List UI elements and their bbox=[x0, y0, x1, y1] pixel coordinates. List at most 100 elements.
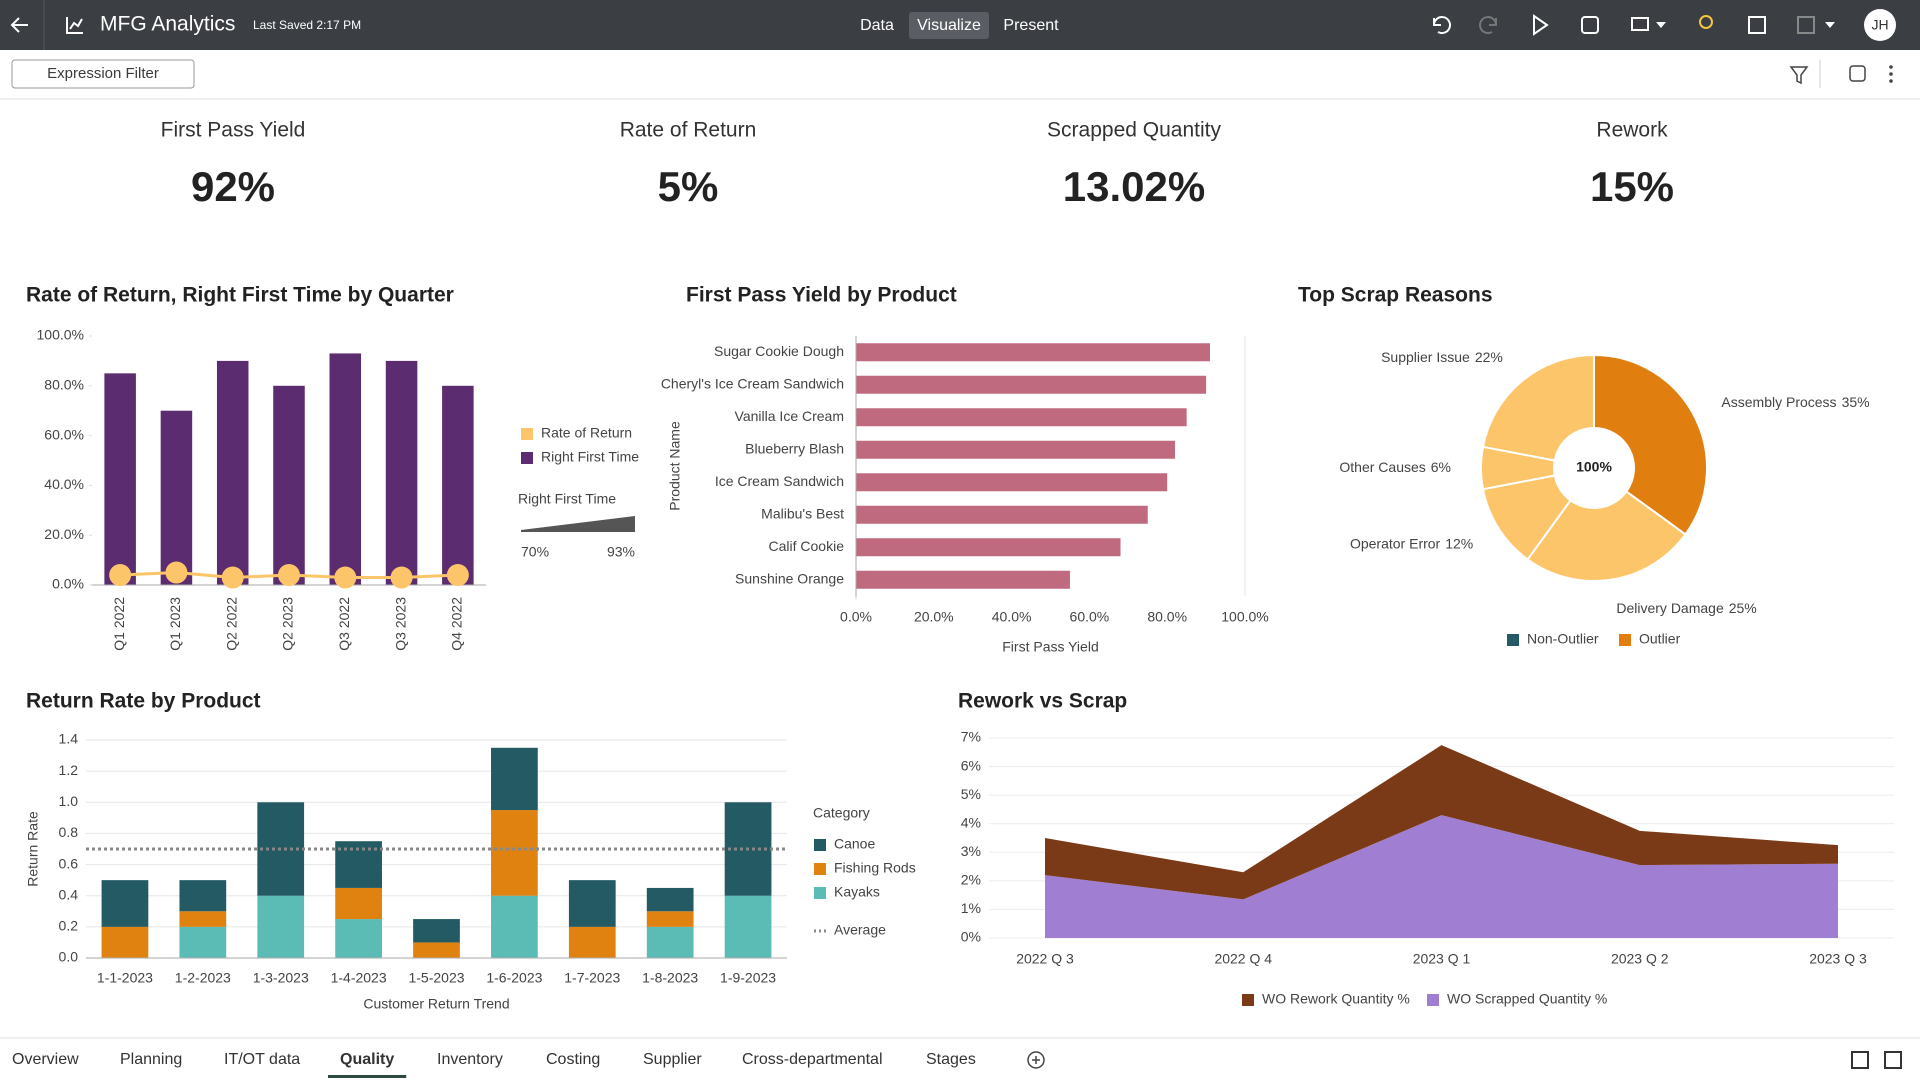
mode-tab[interactable]: Present bbox=[1003, 17, 1059, 34]
filter-icon[interactable] bbox=[1789, 66, 1809, 85]
expression-filter-button[interactable] bbox=[11, 59, 195, 89]
x-tick-label: 2023 Q 1 bbox=[1413, 951, 1471, 967]
bar bbox=[216, 360, 249, 585]
x-axis-title: Customer Return Trend bbox=[363, 996, 509, 1012]
bar-segment bbox=[646, 887, 694, 912]
mode-tab[interactable]: Data bbox=[860, 17, 894, 34]
area bbox=[1045, 815, 1838, 938]
slice-label: Operator Error 12% bbox=[1350, 535, 1473, 551]
legend-label: WO Scrapped Quantity % bbox=[1447, 991, 1607, 1007]
bar bbox=[442, 385, 474, 585]
export-button[interactable] bbox=[1748, 16, 1766, 34]
bar-segment bbox=[179, 911, 227, 927]
y-tick-label: 2% bbox=[961, 872, 981, 888]
kpi-value: 15% bbox=[1590, 163, 1674, 210]
y-tick-label: 0.4 bbox=[59, 886, 79, 902]
slice-value: 35% bbox=[1842, 394, 1870, 410]
x-tick-label: Q4 2022 bbox=[449, 597, 465, 651]
dropdown[interactable] bbox=[1825, 22, 1835, 28]
active-tab-underline bbox=[328, 1075, 407, 1078]
y-tick-label: Vanilla Ice Cream bbox=[735, 408, 844, 424]
slice-category: Operator Error bbox=[1350, 535, 1441, 551]
bar-segment bbox=[257, 895, 305, 958]
area bbox=[1045, 745, 1838, 900]
y-tick-label: Blueberry Blash bbox=[745, 440, 844, 456]
more-menu[interactable] bbox=[1889, 65, 1893, 83]
legend-label: WO Rework Quantity % bbox=[1262, 991, 1410, 1007]
dropdown[interactable] bbox=[1656, 22, 1666, 28]
sheet-tab[interactable]: Stages bbox=[926, 1051, 976, 1068]
sheet-tab[interactable]: Planning bbox=[120, 1051, 182, 1068]
slice-category: Delivery Damage bbox=[1616, 600, 1724, 616]
y-tick-label: Sugar Cookie Dough bbox=[714, 343, 844, 359]
x-tick-label: 2023 Q 3 bbox=[1809, 951, 1867, 967]
bar-segment bbox=[491, 895, 538, 958]
slice-category: Assembly Process bbox=[1721, 394, 1836, 410]
bar-segment bbox=[179, 926, 227, 958]
x-tick-label: Q3 2022 bbox=[336, 597, 352, 651]
x-tick-label: 1-5-2023 bbox=[408, 970, 464, 986]
sheet-tab[interactable]: Cross-departmental bbox=[742, 1051, 883, 1068]
legend-swatch bbox=[814, 887, 826, 899]
kpi-title: Scrapped Quantity bbox=[1047, 119, 1221, 142]
sheet-tab[interactable]: Inventory bbox=[437, 1051, 503, 1068]
chart-title: First Pass Yield by Product bbox=[686, 284, 957, 307]
y-tick-label: 0.2 bbox=[59, 918, 79, 934]
bar-segment bbox=[101, 926, 149, 958]
save-button[interactable] bbox=[1797, 16, 1815, 34]
settings-icon[interactable] bbox=[1849, 65, 1866, 82]
kpi-value: 92% bbox=[191, 163, 275, 210]
x-tick-label: 100.0% bbox=[1221, 609, 1268, 625]
mode-highlight bbox=[909, 12, 989, 39]
y-tick-label: 1.4 bbox=[59, 731, 79, 747]
sheet-tab[interactable]: Costing bbox=[546, 1051, 600, 1068]
x-tick-label: 0.0% bbox=[840, 609, 872, 625]
panel-toggle[interactable] bbox=[1884, 1051, 1902, 1069]
bar bbox=[856, 570, 1070, 589]
bar bbox=[160, 410, 193, 585]
sheet-tab[interactable]: IT/OT data bbox=[224, 1051, 300, 1068]
sheet-tab[interactable]: Overview bbox=[12, 1051, 79, 1068]
line-point bbox=[278, 564, 300, 587]
line-point bbox=[390, 566, 413, 589]
x-tick-label: 2022 Q 3 bbox=[1016, 951, 1074, 967]
y-tick-label: 1% bbox=[961, 900, 981, 916]
x-tick-label: 1-3-2023 bbox=[253, 970, 309, 986]
data-button[interactable] bbox=[1581, 16, 1599, 34]
play-button[interactable] bbox=[1533, 14, 1549, 36]
bar bbox=[856, 343, 1210, 362]
bar-segment bbox=[413, 919, 460, 943]
panel-toggle[interactable] bbox=[1851, 1051, 1869, 1069]
undo-button[interactable] bbox=[1433, 16, 1451, 35]
legend-swatch bbox=[814, 863, 826, 875]
tab-bar: Overview Planning IT/OT data Quality Invento… bbox=[12, 1051, 976, 1078]
slice-label: Other Causes 6% bbox=[1339, 459, 1451, 475]
sheet-tab[interactable]: Supplier bbox=[643, 1051, 702, 1068]
bar-segment bbox=[335, 919, 382, 958]
x-tick-label: 1-7-2023 bbox=[564, 970, 620, 986]
app-title: MFG Analytics bbox=[100, 13, 235, 36]
y-tick-label: 60.0% bbox=[44, 426, 84, 442]
line-point bbox=[446, 564, 469, 587]
y-tick-label: 1.0 bbox=[59, 793, 79, 809]
x-tick-label: 40.0% bbox=[992, 609, 1032, 625]
x-tick-label: Q3 2023 bbox=[392, 597, 408, 651]
x-tick-label: 2022 Q 4 bbox=[1214, 951, 1272, 967]
avatar[interactable] bbox=[1864, 9, 1896, 41]
x-tick-label: 1-9-2023 bbox=[720, 970, 776, 986]
bar-segment bbox=[335, 887, 382, 920]
comment-button[interactable] bbox=[1631, 17, 1649, 31]
y-tick-label: Cheryl's Ice Cream Sandwich bbox=[661, 375, 844, 391]
redo-button[interactable] bbox=[1479, 16, 1497, 35]
x-tick-label: 1-8-2023 bbox=[642, 970, 698, 986]
mode-tab[interactable]: Visualize bbox=[917, 17, 981, 34]
x-tick-label: Q2 2023 bbox=[280, 597, 296, 651]
legend-title: Category bbox=[813, 805, 870, 821]
sheet-tab[interactable]: Quality bbox=[340, 1051, 394, 1068]
insight-button[interactable] bbox=[1699, 15, 1713, 29]
y-tick-label: 1.2 bbox=[59, 762, 79, 778]
bar bbox=[856, 473, 1168, 492]
add-tab-button[interactable] bbox=[1027, 1051, 1045, 1069]
bar-segment bbox=[101, 880, 149, 927]
back-button[interactable] bbox=[10, 17, 28, 33]
